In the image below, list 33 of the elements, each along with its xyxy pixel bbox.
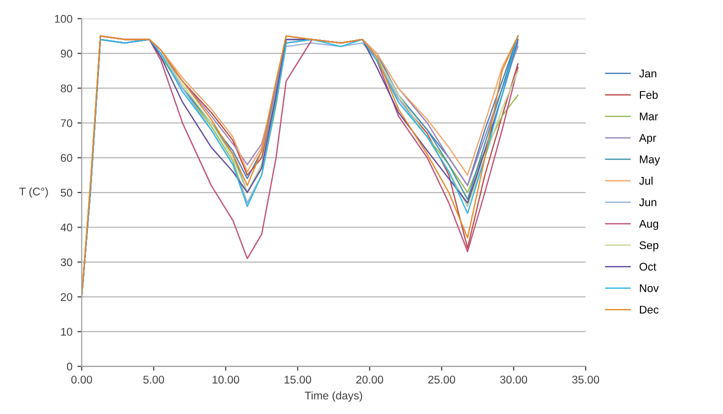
- x-tick-label: 25.00: [428, 376, 456, 384]
- y-tick-label: 70: [60, 119, 72, 128]
- x-tick-label: 35.00: [572, 376, 600, 384]
- legend-label: Jun: [639, 198, 656, 206]
- x-tick-label: 15.00: [284, 376, 312, 384]
- legend-label: Mar: [640, 112, 658, 120]
- y-tick-label: 20: [60, 293, 72, 301]
- y-tick-label: 10: [61, 328, 72, 336]
- legend-label: Sep: [640, 241, 658, 252]
- y-tick-label: 0: [66, 362, 72, 371]
- y-tick-label: 30: [60, 258, 72, 266]
- legend-label: Aug: [639, 220, 658, 230]
- y-tick-label: 50: [60, 188, 72, 197]
- legend-label: May: [640, 156, 660, 166]
- x-tick-label: 5.00: [143, 376, 164, 384]
- y-tick-label: 90: [60, 50, 72, 58]
- x-tick-label: 20.00: [356, 376, 384, 384]
- x-tick-label: 10.00: [212, 376, 240, 384]
- y-axis-title: T (C°): [19, 187, 48, 198]
- x-tick-label: 30.00: [500, 376, 528, 384]
- x-tick-label: 0.00: [71, 376, 92, 384]
- legend-label: Nov: [640, 284, 659, 292]
- legend-label: Oct: [640, 262, 656, 271]
- y-tick-label: 80: [60, 84, 72, 92]
- y-tick-label: 40: [60, 224, 72, 232]
- y-tick-label: 100: [54, 14, 72, 23]
- legend-label: Feb: [640, 90, 658, 99]
- legend-label: Jul: [639, 176, 653, 185]
- legend-label: Jan: [639, 70, 656, 78]
- y-tick-label: 60: [60, 154, 72, 162]
- legend-label: Dec: [640, 306, 659, 314]
- x-axis-title: Time (days): [304, 391, 362, 402]
- legend-label: Apr: [639, 134, 656, 144]
